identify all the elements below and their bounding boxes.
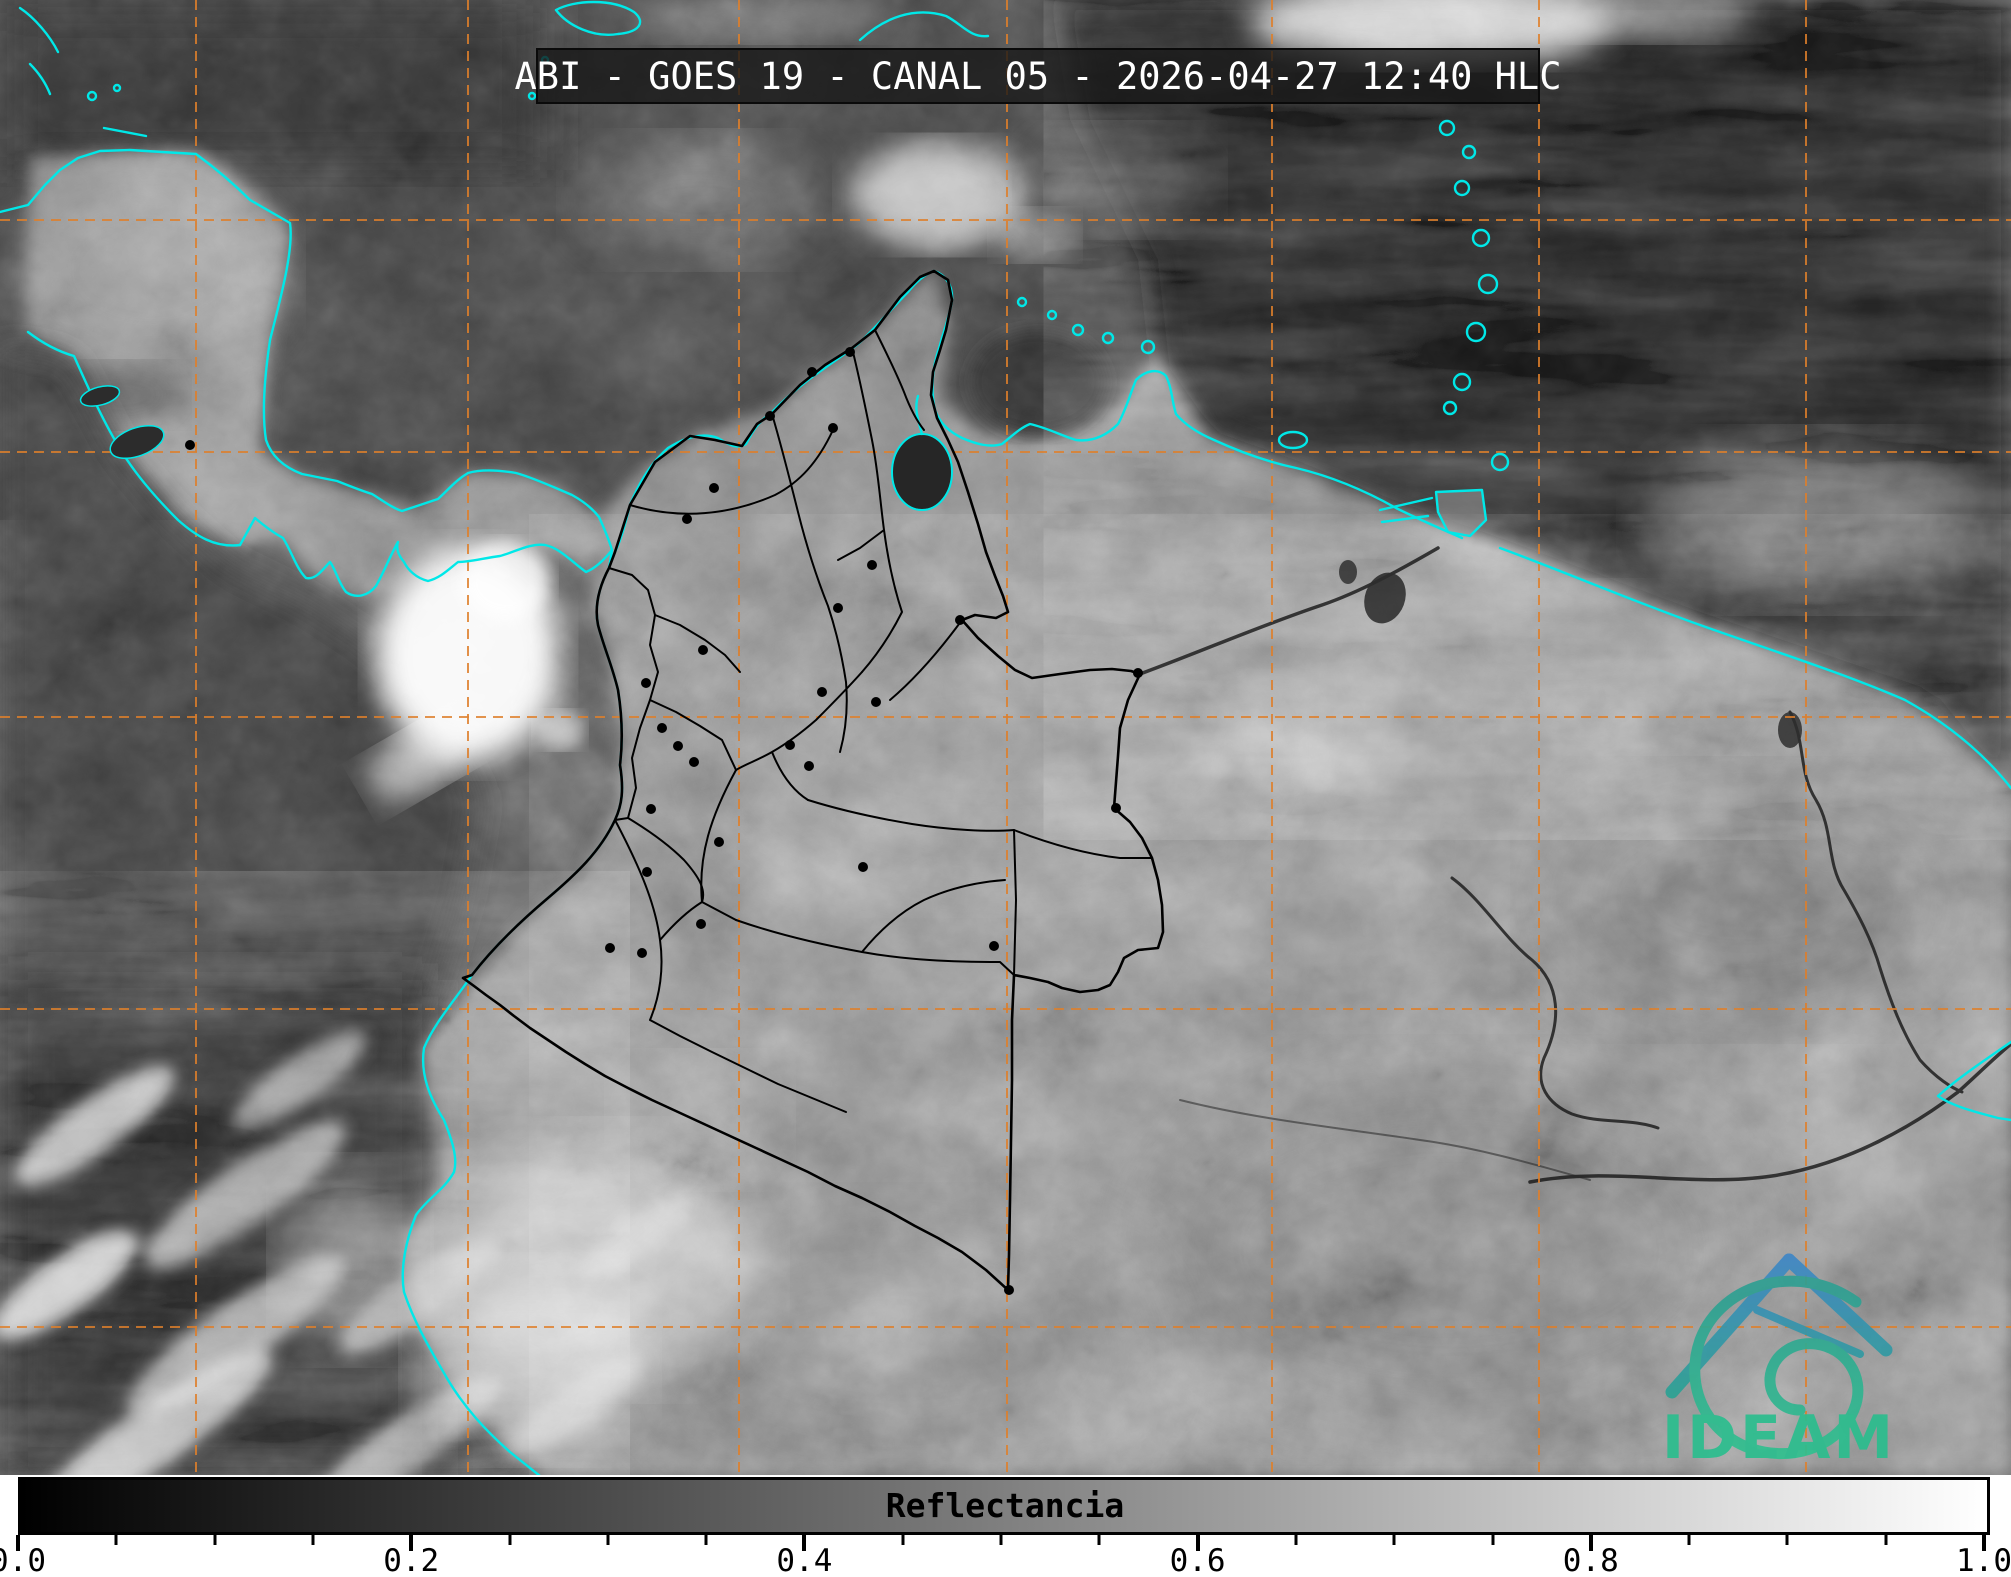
colorbar-major-tick xyxy=(16,1535,20,1551)
colorbar-major-tick xyxy=(1588,1535,1593,1551)
graticule xyxy=(0,0,2011,1475)
colorbar-minor-tick xyxy=(1687,1535,1691,1545)
colorbar-major-tick xyxy=(802,1535,807,1551)
cloud-texture xyxy=(0,0,2011,1475)
colorbar-tick-label: 1.0 xyxy=(1956,1543,2011,1577)
colorbar-tick-label: 0.4 xyxy=(776,1543,833,1577)
colorbar-minor-tick xyxy=(1491,1535,1494,1545)
colorbar-minor-tick xyxy=(1884,1535,1888,1545)
title-bar: ABI - GOES 19 - CANAL 05 - 2026-04-27 12… xyxy=(515,48,1561,104)
colorbar-ticks xyxy=(16,1535,1986,1553)
colorbar-minor-tick xyxy=(606,1535,610,1545)
colorbar-major-tick xyxy=(1982,1535,1986,1551)
ideam-logo-text: IDEAM xyxy=(1662,1403,1896,1473)
colorbar-tick-label: 0.8 xyxy=(1562,1543,1619,1577)
colorbar-tick-label: 0.2 xyxy=(383,1543,440,1577)
colorbar-minor-tick xyxy=(508,1535,511,1545)
rivers xyxy=(1138,546,2011,1184)
colorbar-minor-tick xyxy=(901,1535,905,1545)
colorbar-minor-tick xyxy=(704,1535,708,1545)
image-title: ABI - GOES 19 - CANAL 05 - 2026-04-27 12… xyxy=(514,54,1562,98)
colorbar-minor-tick xyxy=(1097,1535,1101,1545)
colorbar-gradient xyxy=(18,1477,1990,1535)
colorbar-tick-label: 0.0 xyxy=(0,1543,46,1577)
colorbar-minor-tick xyxy=(213,1535,217,1545)
satellite-image: IDEAM xyxy=(0,0,2011,1475)
ideam-spiral-icon xyxy=(1689,1275,1864,1460)
colorbar-tick-label: 0.6 xyxy=(1169,1543,1226,1577)
colorbar-minor-tick xyxy=(311,1535,315,1545)
colorbar-minor-tick xyxy=(1785,1535,1789,1545)
city-dots xyxy=(185,347,1143,1295)
colorbar-minor-tick xyxy=(114,1535,118,1545)
colorbar-minor-tick xyxy=(1294,1535,1298,1545)
colorbar-major-tick xyxy=(1195,1535,1200,1551)
department-borders xyxy=(461,269,1165,1292)
colorbar-minor-tick xyxy=(1392,1535,1396,1545)
colorbar-tick-labels: 0.0 0.2 0.4 0.6 0.8 1.0 xyxy=(0,1543,2011,1577)
colorbar-major-tick xyxy=(409,1535,414,1551)
map-canvas: IDEAM xyxy=(0,0,2011,1475)
colorbar-title: Reflectancia xyxy=(885,1486,1125,1525)
colorbar-minor-tick xyxy=(999,1535,1003,1545)
ideam-logo: IDEAM xyxy=(1662,1253,1896,1473)
